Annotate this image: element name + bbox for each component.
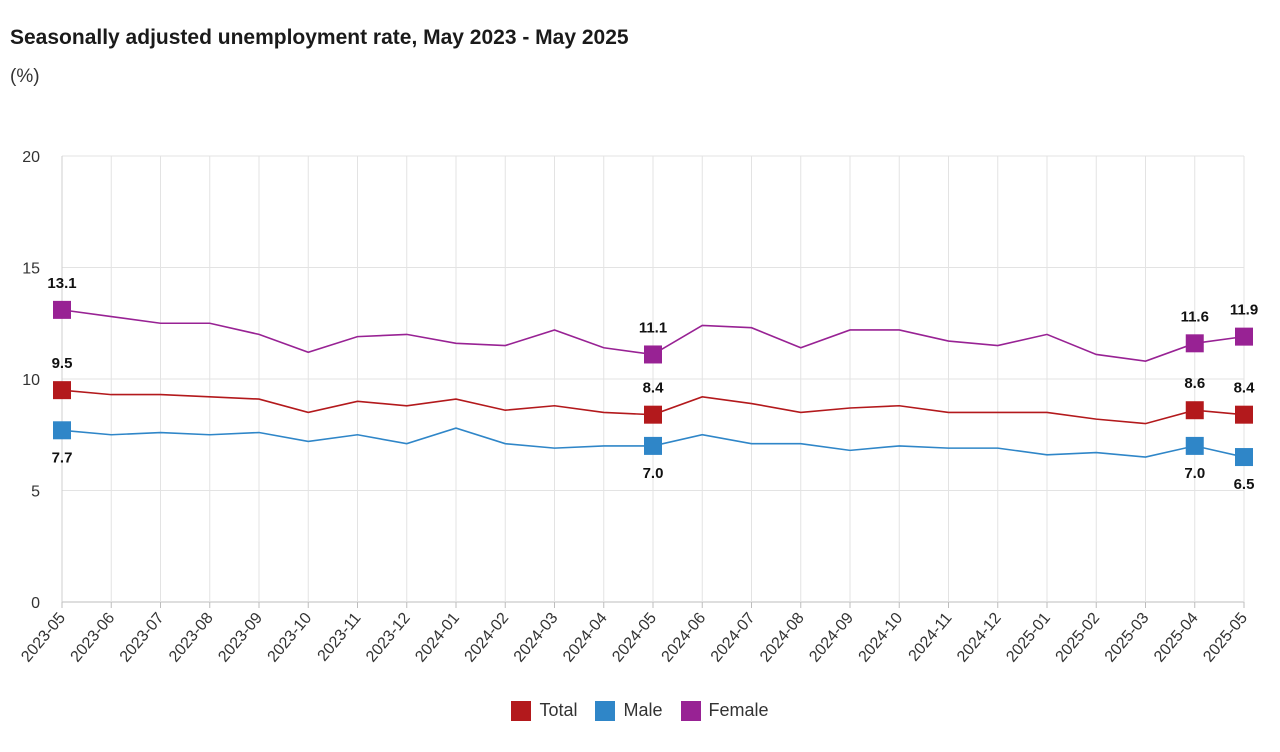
marker-total bbox=[1235, 405, 1253, 424]
y-axis-unit: (%) bbox=[10, 66, 40, 87]
data-label-total: 8.6 bbox=[1184, 375, 1205, 392]
legend-label-total: Total bbox=[539, 700, 578, 720]
x-tick-label: 2024-11 bbox=[906, 610, 956, 665]
y-tick-label: 10 bbox=[22, 372, 40, 389]
legend-item-male[interactable]: Male bbox=[595, 700, 663, 721]
marker-total bbox=[644, 405, 662, 424]
x-tick-label: 2024-09 bbox=[806, 610, 857, 666]
legend-item-total[interactable]: Total bbox=[511, 700, 577, 721]
x-tick-label: 2023-10 bbox=[265, 610, 316, 666]
x-tick-label: 2023-05 bbox=[18, 610, 69, 666]
grid-lines bbox=[61, 155, 1245, 603]
line-chart: 051015202023-052023-062023-072023-082023… bbox=[18, 149, 1258, 666]
x-tick-label: 2023-09 bbox=[215, 610, 266, 666]
marker-total bbox=[1185, 401, 1204, 420]
x-tick-label: 2023-11 bbox=[315, 610, 365, 665]
x-tick-label: 2023-06 bbox=[68, 610, 119, 666]
data-label-male: 7.7 bbox=[52, 449, 73, 466]
data-label-male: 7.0 bbox=[643, 465, 664, 482]
marker-male bbox=[644, 436, 662, 455]
x-tick-label: 2024-05 bbox=[609, 610, 660, 666]
x-tick-label: 2024-07 bbox=[708, 610, 759, 666]
marker-total bbox=[53, 381, 71, 400]
marker-female bbox=[644, 345, 662, 364]
data-markers bbox=[53, 300, 1253, 467]
legend-swatch-male bbox=[595, 700, 616, 721]
x-tick-label: 2025-01 bbox=[1003, 610, 1054, 666]
legend-item-female[interactable]: Female bbox=[680, 700, 769, 721]
legend-label-female: Female bbox=[708, 700, 769, 720]
x-tick-label: 2025-04 bbox=[1151, 610, 1202, 666]
data-label-female: 11.6 bbox=[1181, 308, 1209, 325]
data-label-female: 13.1 bbox=[47, 275, 76, 292]
legend-swatch-female bbox=[680, 700, 701, 721]
marker-male bbox=[1235, 448, 1253, 467]
x-tick-label: 2024-02 bbox=[462, 610, 513, 666]
marker-female bbox=[1185, 334, 1204, 353]
x-tick-label: 2025-02 bbox=[1053, 610, 1104, 666]
x-tick-label: 2024-01 bbox=[412, 610, 463, 666]
legend: Total Male Female bbox=[0, 700, 1280, 721]
y-tick-label: 15 bbox=[22, 261, 40, 278]
x-tick-label: 2023-08 bbox=[166, 610, 217, 666]
x-tick-label: 2024-08 bbox=[757, 610, 808, 666]
y-tick-label: 5 bbox=[31, 484, 40, 501]
data-label-male: 7.0 bbox=[1184, 465, 1205, 482]
data-label-female: 11.9 bbox=[1230, 302, 1258, 319]
x-tick-label: 2024-04 bbox=[560, 610, 611, 666]
x-tick-label: 2024-10 bbox=[856, 610, 907, 666]
x-tick-label: 2023-12 bbox=[363, 610, 414, 666]
marker-male bbox=[1185, 436, 1204, 455]
x-tick-label: 2025-05 bbox=[1200, 610, 1251, 666]
chart-title: Seasonally adjusted unemployment rate, M… bbox=[10, 26, 629, 49]
data-label-total: 8.4 bbox=[643, 380, 665, 397]
legend-swatch-total bbox=[511, 700, 532, 721]
y-tick-label: 20 bbox=[22, 149, 40, 166]
marker-male bbox=[53, 421, 71, 440]
marker-female bbox=[1235, 327, 1253, 346]
x-tick-label: 2023-07 bbox=[117, 610, 168, 666]
data-label-total: 9.5 bbox=[52, 355, 73, 372]
legend-label-male: Male bbox=[623, 700, 663, 720]
data-label-female: 11.1 bbox=[639, 319, 667, 336]
x-tick-label: 2024-03 bbox=[511, 610, 562, 666]
x-tick-label: 2024-06 bbox=[659, 610, 710, 666]
data-label-total: 8.4 bbox=[1234, 380, 1256, 397]
y-tick-label: 0 bbox=[31, 595, 40, 612]
data-label-male: 6.5 bbox=[1234, 476, 1255, 493]
data-labels: 9.5 8.4 8.6 8.4 7.7 7.0 7.0 6.5 13.1 11.1 11.6 11.9 bbox=[47, 275, 1258, 493]
x-tick-label: 2025-03 bbox=[1102, 610, 1153, 666]
axes: 051015202023-052023-062023-072023-082023… bbox=[18, 149, 1251, 666]
x-tick-label: 2024-12 bbox=[954, 610, 1005, 666]
marker-female bbox=[53, 300, 71, 319]
